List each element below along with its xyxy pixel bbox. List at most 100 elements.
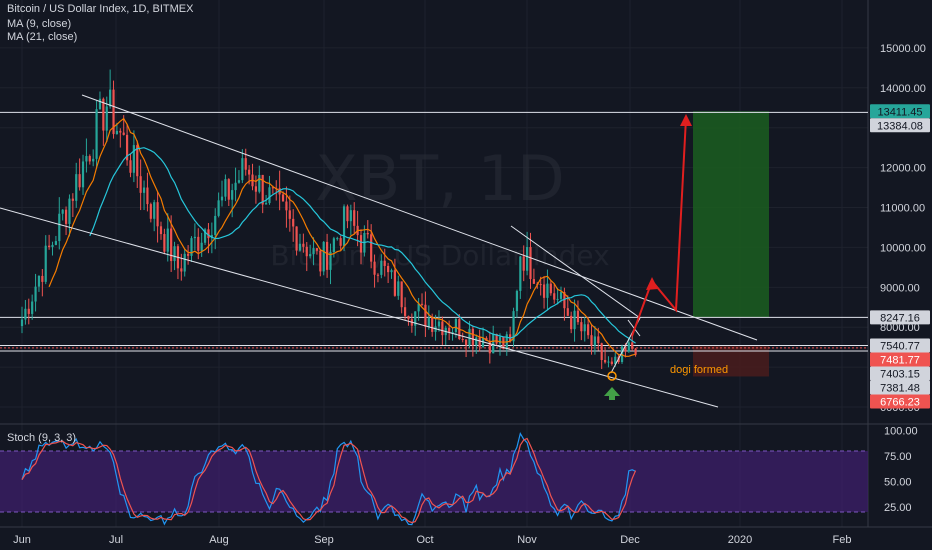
candle-body: [281, 194, 285, 202]
price-label-text: 7381.48: [880, 383, 920, 395]
stoch-band: [0, 451, 868, 512]
candle-body: [322, 241, 325, 272]
price-tick-label: 10000.00: [880, 242, 926, 254]
candle-body: [478, 337, 481, 347]
candle-body: [203, 229, 207, 243]
candle-body: [566, 308, 569, 316]
candle-body: [227, 179, 230, 200]
projection-arrowhead-mid: [646, 277, 658, 290]
stoch-tick-label: 25.00: [884, 502, 912, 514]
candle-body: [95, 109, 98, 159]
price-label-text: 7481.77: [880, 355, 920, 367]
candle-body: [522, 256, 525, 271]
candles: [20, 69, 637, 370]
candle-body: [359, 235, 363, 253]
price-label-text: 8247.16: [880, 312, 920, 324]
candle-body: [112, 89, 115, 135]
up-arrow-stem: [609, 396, 615, 400]
candle-body: [336, 238, 339, 240]
price-label-box: [870, 352, 930, 367]
candle-body: [44, 245, 47, 282]
candle-body: [115, 130, 119, 135]
candle-body: [366, 233, 369, 235]
candle-body: [485, 337, 488, 341]
candle-body: [607, 361, 610, 363]
price-label-box: [870, 366, 930, 381]
candle-body: [502, 336, 505, 350]
candle-body: [119, 130, 122, 133]
stoch-k-line: [21, 431, 636, 526]
candle-body: [261, 174, 264, 205]
candle-body: [400, 281, 403, 308]
price-label-text: 13411.45: [877, 106, 922, 118]
candle-body: [461, 338, 464, 340]
candle-body: [244, 158, 247, 170]
candle-body: [139, 176, 142, 193]
wedge-upper-line: [510, 225, 641, 319]
candle-body: [207, 229, 210, 239]
candle-body: [448, 327, 451, 333]
price-label-box: [870, 104, 930, 119]
candle-body: [258, 174, 261, 192]
candle-body: [85, 156, 88, 162]
price-tick-label: 8000.00: [880, 322, 920, 334]
candle-body: [264, 203, 268, 205]
candle-body: [98, 98, 102, 110]
price-label-box: [870, 310, 930, 325]
candle-body: [315, 248, 319, 251]
candle-body: [631, 342, 634, 349]
projection-arrowhead: [680, 114, 692, 126]
time-tick-label: Jul: [109, 534, 123, 546]
candle-body: [471, 328, 474, 346]
candle-body: [187, 253, 190, 256]
candle-body: [129, 160, 132, 173]
price-label-box: [870, 380, 930, 395]
candle-body: [48, 245, 51, 248]
candle-body: [58, 213, 61, 242]
candle-body: [237, 180, 241, 183]
candle-body: [397, 281, 400, 296]
candle-body: [464, 339, 468, 346]
chart-title: Bitcoin / US Dollar Index, 1D, BITMEX: [7, 3, 194, 15]
candle-body: [556, 298, 559, 300]
candle-body: [498, 336, 502, 344]
candle-body: [614, 356, 617, 365]
candle-body: [61, 209, 64, 214]
candle-body: [88, 156, 91, 162]
candle-body: [587, 324, 590, 336]
candle-body: [481, 337, 485, 347]
candle-body: [597, 336, 600, 344]
candle-body: [217, 200, 220, 216]
candle-body: [380, 260, 383, 275]
candle-body: [149, 204, 152, 219]
time-tick-label: Aug: [209, 534, 229, 546]
candle-body: [526, 247, 529, 271]
candle-body: [390, 270, 393, 273]
trendlines: [0, 94, 758, 408]
candle-body: [166, 228, 169, 252]
candle-body: [271, 187, 274, 189]
candle-body: [173, 246, 176, 262]
candle-body: [475, 337, 478, 346]
candle-body: [68, 198, 71, 224]
candle-body: [163, 234, 166, 252]
up-arrow-icon: [604, 387, 620, 396]
candle-body: [342, 206, 346, 246]
candle-body: [285, 201, 288, 211]
candle-body: [153, 202, 156, 219]
candle-body: [34, 286, 37, 302]
ma9-legend: MA (9, close): [7, 18, 72, 30]
candle-body: [451, 332, 454, 334]
stoch-tick-label: 100.00: [884, 426, 918, 438]
candle-body: [546, 283, 549, 298]
candle-body: [71, 198, 74, 201]
candle-body: [102, 98, 105, 131]
candle-body: [431, 317, 434, 332]
stoch-pane: [0, 431, 868, 526]
candle-body: [407, 315, 410, 320]
candle-body: [437, 321, 441, 327]
candle-body: [515, 290, 519, 312]
candle-body: [105, 106, 108, 131]
candle-body: [454, 319, 458, 333]
